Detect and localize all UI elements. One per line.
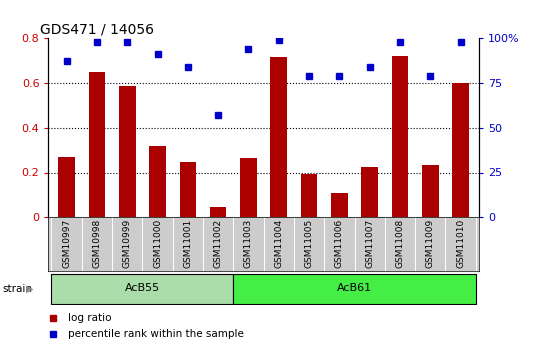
Bar [301, 174, 317, 217]
Bar [58, 157, 75, 217]
FancyBboxPatch shape [52, 274, 233, 304]
Text: GSM11002: GSM11002 [214, 219, 223, 268]
Text: GSM11004: GSM11004 [274, 219, 284, 268]
Bar [331, 193, 348, 217]
Text: GSM11003: GSM11003 [244, 219, 253, 268]
Bar [362, 167, 378, 217]
FancyBboxPatch shape [233, 274, 476, 304]
Bar [149, 146, 166, 217]
Bar [392, 56, 408, 217]
Bar [180, 162, 196, 217]
Text: percentile rank within the sample: percentile rank within the sample [68, 329, 244, 339]
Text: GSM11001: GSM11001 [183, 219, 193, 268]
Bar [119, 86, 136, 217]
Text: AcB61: AcB61 [337, 283, 372, 293]
Bar [210, 207, 226, 217]
Bar [422, 165, 438, 217]
Bar [452, 83, 469, 217]
Text: GSM11000: GSM11000 [153, 219, 162, 268]
Text: ▶: ▶ [26, 284, 33, 294]
Text: GSM10997: GSM10997 [62, 219, 71, 268]
Text: GSM11008: GSM11008 [395, 219, 405, 268]
Text: log ratio: log ratio [68, 313, 111, 323]
Bar [89, 71, 105, 217]
Bar [271, 57, 287, 217]
Text: strain: strain [3, 284, 33, 294]
Text: GSM11010: GSM11010 [456, 219, 465, 268]
Text: GSM11009: GSM11009 [426, 219, 435, 268]
Text: AcB55: AcB55 [125, 283, 160, 293]
Text: GSM11007: GSM11007 [365, 219, 374, 268]
Text: GSM11005: GSM11005 [305, 219, 314, 268]
Bar [240, 158, 257, 217]
Text: GDS471 / 14056: GDS471 / 14056 [40, 23, 154, 37]
Text: GSM10998: GSM10998 [93, 219, 102, 268]
Text: GSM11006: GSM11006 [335, 219, 344, 268]
Text: GSM10999: GSM10999 [123, 219, 132, 268]
